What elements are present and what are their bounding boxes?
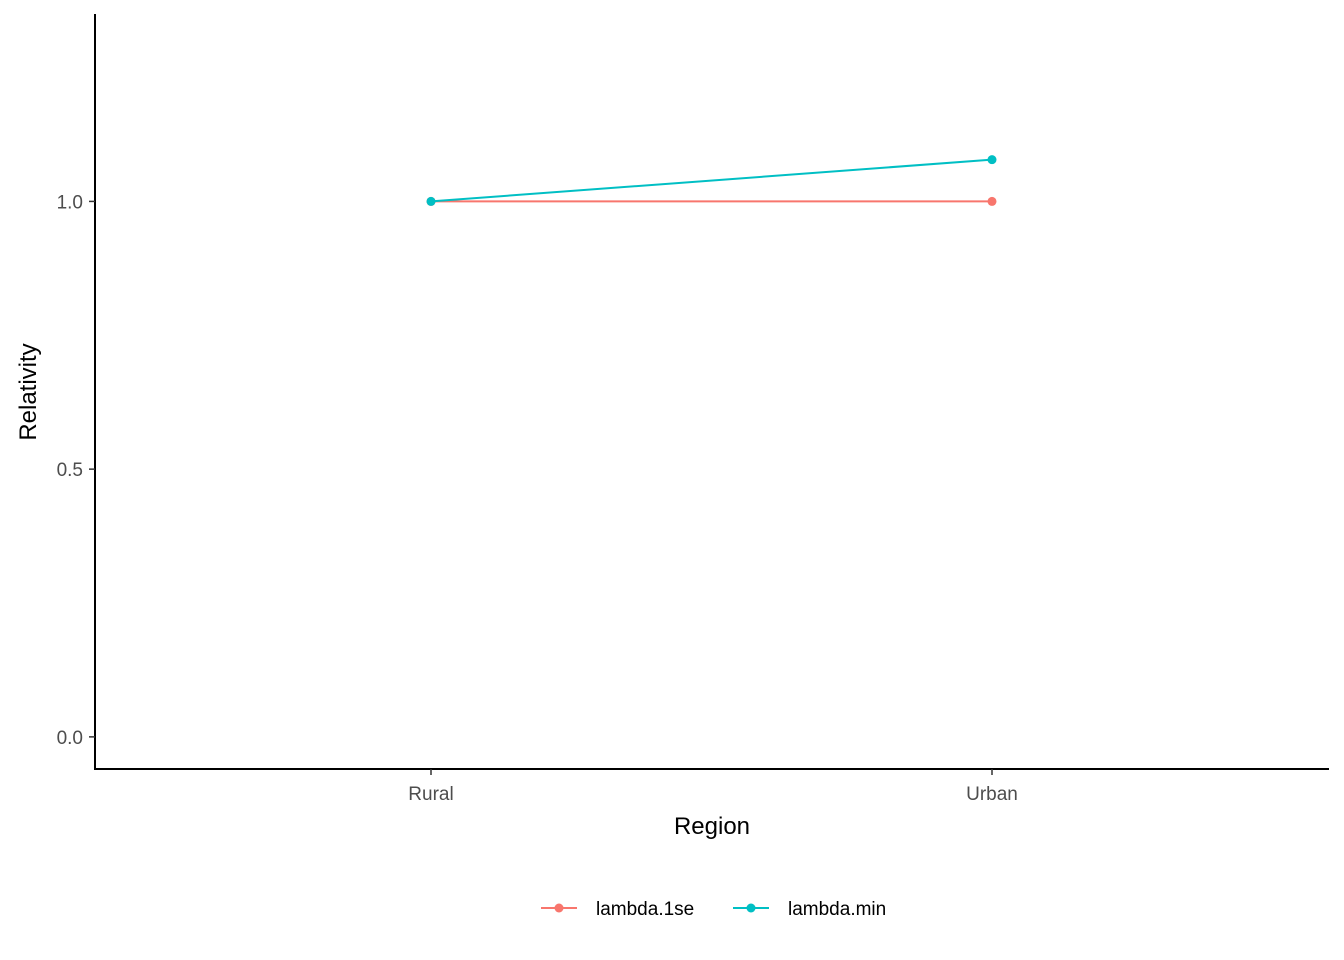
x-ticks: Rural Urban — [408, 769, 1018, 805]
series-layer — [426, 155, 997, 206]
y-axis-title: Relativity — [15, 343, 42, 440]
legend-key-point — [746, 903, 756, 913]
y-ticks: 0.0 0.5 1.0 — [57, 192, 95, 749]
series-lambda.1se — [426, 196, 997, 206]
data-point — [426, 196, 436, 206]
legend-item: lambda.min — [733, 899, 886, 920]
x-axis-title: Region — [674, 813, 750, 840]
series-line — [430, 158, 993, 203]
axes-layer — [94, 14, 1329, 770]
data-point — [987, 155, 997, 165]
legend: lambda.1se lambda.min — [541, 899, 886, 920]
x-tick-label: Rural — [408, 784, 453, 805]
legend-label: lambda.1se — [596, 899, 694, 920]
legend-item: lambda.1se — [541, 899, 694, 920]
y-tick-label: 0.5 — [57, 460, 83, 481]
legend-label: lambda.min — [788, 899, 886, 920]
data-point — [987, 196, 997, 206]
y-tick-label: 0.0 — [57, 728, 83, 749]
y-tick-label: 1.0 — [57, 192, 83, 213]
x-tick-label: Urban — [966, 784, 1018, 805]
series-lambda.min — [426, 155, 997, 206]
legend-key-point — [554, 903, 564, 913]
